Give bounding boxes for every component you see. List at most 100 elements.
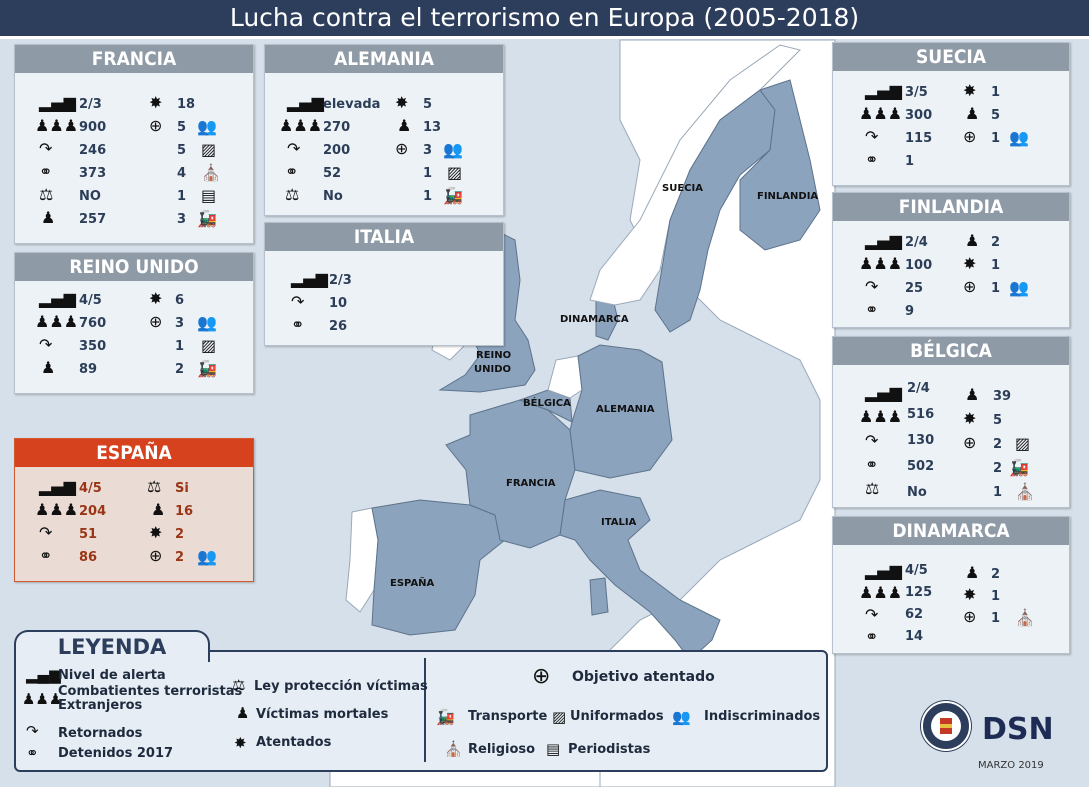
value-returnees: 130 [907, 433, 935, 448]
value-transport: 2 [993, 461, 1003, 476]
value-attacks: 5 [423, 97, 433, 112]
victim-icon: ♟ [397, 116, 412, 135]
card-italia: ITALIA ▂▄▆ ↷ ⚭ 2/3 10 26 [264, 222, 504, 346]
card-dinamarca: DINAMARCA ▂▄▆ ♟♟♟ ↷ ⚭ 4/5 125 62 14 ♟ ✸ … [832, 516, 1070, 654]
value-attacks: 18 [177, 97, 196, 112]
value-fighters: 204 [79, 504, 107, 519]
card-title: ITALIA [265, 223, 503, 251]
card-title: FINLANDIA [833, 193, 1069, 221]
value-attacks: 1 [991, 589, 1001, 604]
value-law: No [323, 189, 343, 204]
value-victims: 13 [423, 120, 442, 135]
explosion-icon: ✸ [963, 585, 977, 604]
victim-icon: ♟ [965, 231, 980, 250]
fighters-icon: ♟♟♟ [859, 407, 903, 426]
value-returnees: 115 [905, 131, 933, 146]
value-religious: 1 [993, 485, 1003, 500]
value-detained: 9 [905, 304, 915, 319]
train-icon: 🚂 [1009, 458, 1029, 477]
crosshair-icon: ⊕ [963, 277, 977, 296]
value-transport: 3 [177, 212, 187, 227]
uniformed-icon: ▨ [1015, 434, 1031, 453]
value-fighters: 100 [905, 258, 933, 273]
legend-nivel: Nivel de alerta [58, 668, 166, 683]
explosion-icon: ✸ [963, 81, 977, 100]
victim-icon: ♟ [965, 385, 980, 404]
map-label-finlandia: FINLANDIA [757, 191, 819, 202]
fighters-icon: ♟♟♟ [22, 690, 63, 708]
value-target: 1 [991, 131, 1001, 146]
crosshair-icon: ⊕ [963, 607, 977, 626]
returnees-icon: ↷ [865, 605, 879, 624]
legend-combatientes-2: Extranjeros [58, 698, 143, 713]
explosion-icon: ✸ [234, 734, 247, 752]
value-returnees: 350 [79, 339, 107, 354]
crosshair-icon: ⊕ [395, 139, 409, 158]
card-title: REINO UNIDO [15, 253, 253, 281]
card-reino-unido: REINO UNIDO ▂▄▆ ♟♟♟ ↷ ♟ 4/5 760 350 89 ✸… [14, 252, 254, 394]
value-detained: 1 [905, 154, 915, 169]
value-returnees: 25 [905, 281, 924, 296]
value-transport: 2 [175, 362, 185, 377]
legend-indiscriminados: Indiscriminados [704, 709, 821, 724]
crowd-icon: 👥 [197, 313, 217, 332]
victim-icon: ♟ [41, 208, 56, 227]
legend-retornados: Retornados [58, 726, 143, 741]
value-attacks: 1 [991, 258, 1001, 273]
scales-icon: ⚖ [147, 477, 162, 496]
value-uniformed: 1 [423, 166, 433, 181]
handcuffs-icon: ⚭ [865, 150, 879, 169]
legend-victimas: Víctimas mortales [256, 707, 389, 722]
map-label-italia: ITALIA [601, 517, 637, 528]
card-suecia: SUECIA ▂▄▆ ♟♟♟ ↷ ⚭ 3/5 300 115 1 ✸ ♟ ⊕ 1… [832, 42, 1070, 186]
map-label-suecia: SUECIA [662, 183, 703, 194]
handcuffs-icon: ⚭ [865, 627, 879, 646]
alert-level-icon: ▂▄▆ [291, 269, 328, 288]
country-spain [371, 499, 506, 636]
train-icon: 🚂 [197, 209, 217, 228]
value-alert: elevada [323, 97, 381, 112]
victim-icon: ♟ [236, 704, 250, 722]
map-label-espana: ESPAÑA [390, 578, 435, 589]
crowd-icon: 👥 [443, 140, 463, 159]
crosshair-icon: ⊕ [532, 664, 551, 689]
alert-level-icon: ▂▄▆ [39, 93, 76, 112]
religious-icon: ⛪ [201, 163, 221, 182]
value-victims: 5 [991, 108, 1001, 123]
handcuffs-icon: ⚭ [26, 744, 39, 762]
card-title: BÉLGICA [833, 337, 1069, 365]
explosion-icon: ✸ [149, 93, 163, 112]
victim-icon: ♟ [965, 563, 980, 582]
crowd-icon: 👥 [672, 708, 691, 726]
card-belgica: BÉLGICA ▂▄▆ ♟♟♟ ↷ ⚭ ⚖ 2/4 516 130 502 No… [832, 336, 1070, 508]
value-victims: 39 [993, 389, 1012, 404]
value-returnees: 200 [323, 143, 351, 158]
uniformed-icon: ▨ [201, 336, 217, 355]
journalist-icon: ▤ [546, 740, 561, 758]
value-alert: 2/4 [905, 235, 928, 250]
value-returnees: 62 [905, 607, 924, 622]
card-espana: ESPAÑA ▂▄▆ ♟♟♟ ↷ ⚭ 4/5 204 51 86 ⚖ ♟ ✸ ⊕… [14, 438, 254, 582]
value-detained: 52 [323, 166, 342, 181]
value-alert: 2/3 [79, 97, 102, 112]
religious-icon: ⛪ [444, 740, 463, 758]
train-icon: 🚂 [436, 708, 455, 726]
card-title: FRANCIA [15, 45, 253, 73]
explosion-icon: ✸ [963, 409, 977, 428]
value-law: NO [79, 189, 101, 204]
island-sardinia [589, 577, 609, 616]
card-alemania: ALEMANIA ▂▄▆ ♟♟♟ ↷ ⚭ ⚖ elevada 270 200 5… [264, 44, 504, 216]
brand-logo: DSN [982, 712, 1054, 747]
returnees-icon: ↷ [291, 292, 305, 311]
value-fighters: 270 [323, 120, 351, 135]
card-title: ALEMANIA [265, 45, 503, 73]
fighters-icon: ♟♟♟ [859, 254, 903, 273]
handcuffs-icon: ⚭ [865, 455, 879, 474]
crowd-icon: 👥 [197, 547, 217, 566]
legend: ▂▄▆ Nivel de alerta ♟♟♟ Combatientes ter… [14, 650, 828, 772]
uniformed-icon: ▨ [552, 708, 567, 726]
value-alert: 2/3 [329, 273, 352, 288]
handcuffs-icon: ⚭ [865, 300, 879, 319]
country-belgium [518, 389, 573, 423]
returnees-icon: ↷ [26, 722, 39, 740]
